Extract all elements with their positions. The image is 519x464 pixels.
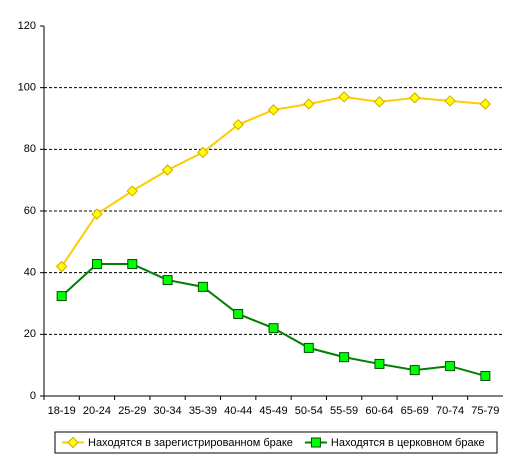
marker: [197, 281, 208, 292]
marker: [310, 437, 321, 448]
x-tick-label: 70-74: [436, 405, 464, 417]
x-tick-label: 50-54: [295, 405, 323, 417]
marker: [409, 92, 421, 104]
marker: [374, 358, 385, 369]
marker: [55, 260, 68, 273]
marker: [303, 342, 314, 353]
x-tick-label: 45-49: [259, 405, 287, 417]
y-tick-label: 60: [24, 205, 36, 217]
marker: [67, 436, 79, 449]
marker: [233, 308, 244, 319]
series-line: [60, 263, 486, 377]
marker: [197, 146, 209, 159]
marker: [338, 91, 350, 103]
marker: [232, 118, 244, 131]
y-tick-label: 20: [24, 328, 36, 340]
y-tick-label: 80: [24, 143, 36, 155]
legend: Находятся в зарегистрированном браке Нахо…: [54, 431, 498, 454]
x-tick-label: 35-39: [189, 405, 217, 417]
y-tick-label: 100: [18, 82, 36, 94]
marker: [91, 208, 103, 220]
marker: [480, 370, 491, 381]
x-tick-label: 55-59: [330, 405, 358, 417]
x-tick-label: 75-79: [471, 405, 499, 417]
x-tick-label: 40-44: [224, 405, 252, 417]
marker: [445, 361, 456, 372]
series-line: [60, 95, 486, 268]
x-tick-label: 25-29: [118, 405, 146, 417]
marker: [339, 352, 350, 363]
marker: [162, 275, 173, 286]
x-tick-label: 60-64: [365, 405, 393, 417]
x-tick-label: 20-24: [83, 405, 111, 417]
x-tick-label: 18-19: [48, 405, 76, 417]
marker: [444, 95, 456, 107]
y-tick-label: 120: [18, 20, 36, 32]
marker: [268, 323, 279, 334]
y-tick-label: 40: [24, 267, 36, 279]
marker: [409, 365, 420, 376]
x-tick-label: 30-34: [154, 405, 182, 417]
marker: [267, 104, 280, 116]
marker: [479, 98, 492, 110]
y-tick-label: 0: [30, 390, 36, 402]
legend-label: Находятся в зарегистрированном браке: [88, 437, 293, 449]
marker: [303, 98, 315, 110]
x-tick-label: 65-69: [401, 405, 429, 417]
marker: [161, 164, 174, 176]
marker: [56, 291, 67, 302]
legend-box: [54, 431, 498, 454]
marker: [127, 259, 138, 270]
marker: [126, 185, 138, 197]
marker: [373, 96, 386, 108]
legend-label: Находятся в церковном браке: [331, 437, 485, 449]
marker: [91, 259, 102, 270]
